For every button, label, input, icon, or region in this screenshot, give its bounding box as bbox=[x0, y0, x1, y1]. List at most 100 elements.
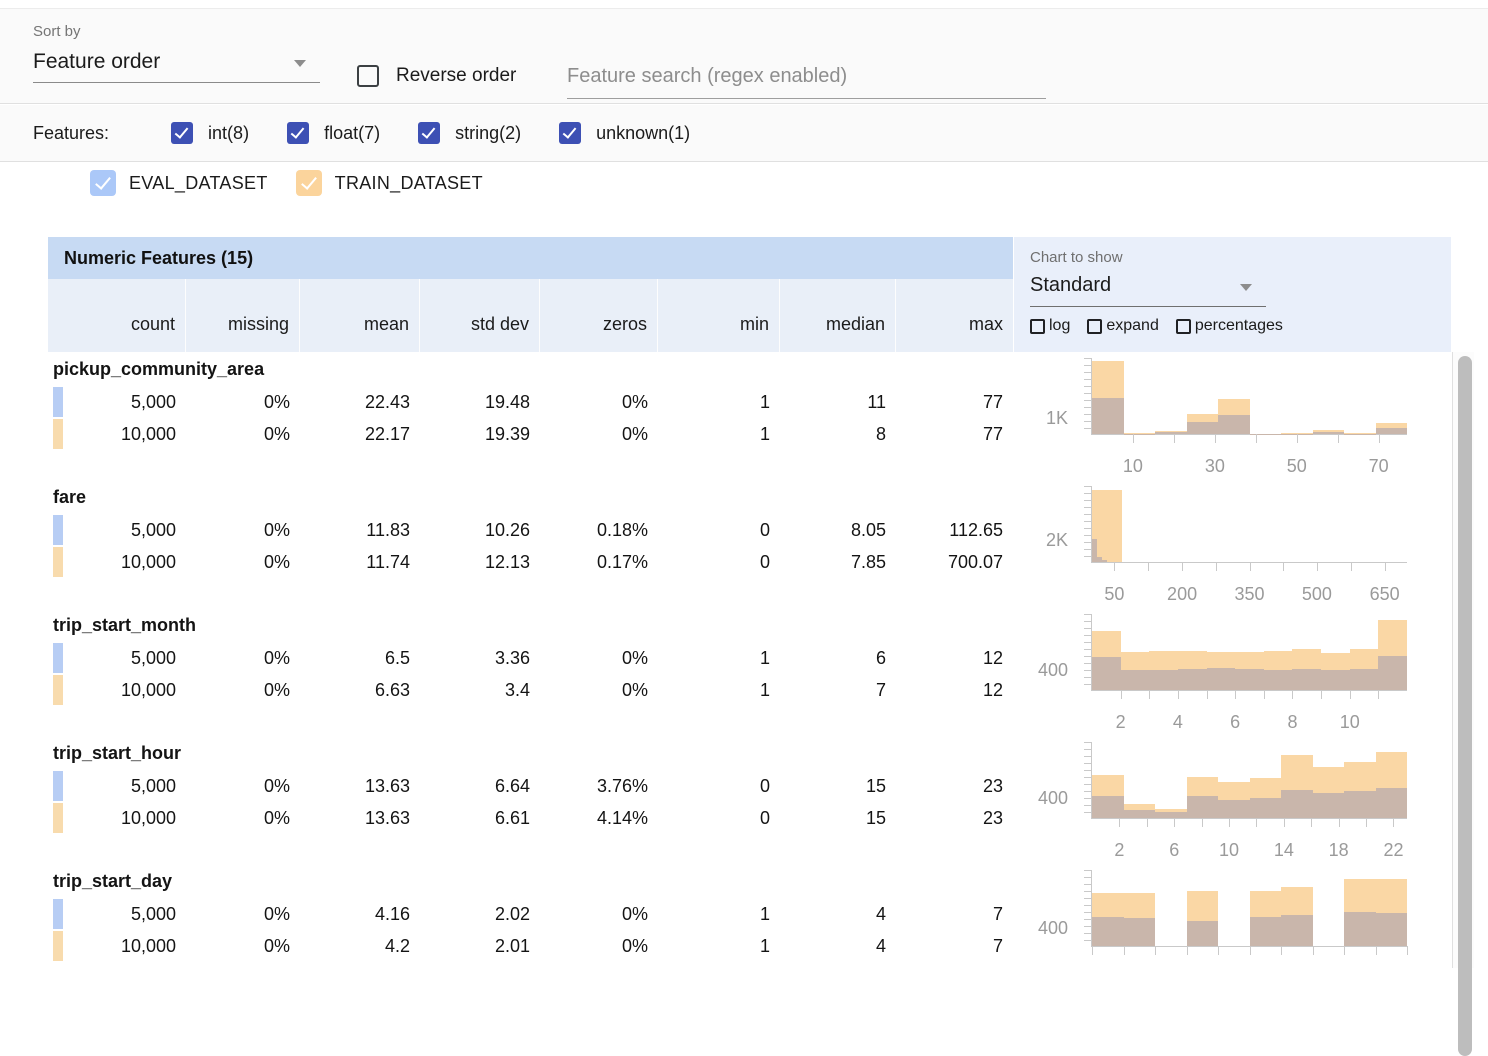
x-axis-tick-label: 2 bbox=[1116, 712, 1126, 733]
column-header-zeros: zeros bbox=[540, 279, 658, 352]
dataset-checkbox[interactable] bbox=[296, 170, 322, 196]
x-axis-tick bbox=[1256, 434, 1257, 443]
eval-overlap-bar bbox=[1250, 917, 1282, 946]
chart-toggle-checkbox[interactable] bbox=[1087, 319, 1102, 334]
stat-cell: 0% bbox=[186, 642, 300, 674]
feature-type-checkbox[interactable] bbox=[171, 122, 193, 144]
x-axis-tick bbox=[1133, 434, 1134, 443]
x-axis-tick-label: 50 bbox=[1104, 584, 1124, 605]
x-axis-tick bbox=[1147, 818, 1148, 827]
column-header-row: countmissingmeanstd devzerosminmedianmax bbox=[48, 279, 1013, 352]
stat-cell: 0% bbox=[540, 898, 658, 930]
feature-type-checkbox[interactable] bbox=[418, 122, 440, 144]
stat-cell: 6.63 bbox=[300, 674, 420, 706]
numeric-features-header: Numeric Features (15) bbox=[48, 237, 1013, 279]
x-axis-tick-label: 200 bbox=[1167, 584, 1197, 605]
feature-name: trip_start_hour bbox=[48, 736, 1013, 770]
eval-overlap-bar bbox=[1121, 670, 1150, 690]
eval-overlap-bar bbox=[1321, 670, 1350, 690]
dataset-swatch bbox=[53, 547, 63, 577]
x-axis-tick bbox=[1092, 946, 1093, 955]
numeric-features-title: Numeric Features (15) bbox=[64, 248, 253, 269]
stat-cell: 1 bbox=[658, 642, 780, 674]
x-axis-tick bbox=[1321, 690, 1322, 699]
stat-cell: 1 bbox=[658, 386, 780, 418]
x-axis-tick bbox=[1313, 946, 1314, 955]
histogram-fare: 2K50200350500650 bbox=[1014, 480, 1451, 608]
histogram-trip_start_hour: 4002610141822 bbox=[1014, 736, 1451, 864]
vertical-scrollbar-track[interactable] bbox=[1452, 352, 1474, 968]
vertical-scrollbar-thumb[interactable] bbox=[1458, 356, 1472, 1056]
eval-overlap-bar bbox=[1102, 560, 1107, 562]
stat-row-eval: 5,0000%4.162.020%147 bbox=[48, 898, 1013, 930]
eval-overlap-bar bbox=[1155, 812, 1187, 818]
x-axis-tick bbox=[1376, 946, 1377, 955]
eval-overlap-bar bbox=[1313, 793, 1345, 818]
chart-toggle-checkbox[interactable] bbox=[1030, 319, 1045, 334]
histogram-plot bbox=[1092, 870, 1407, 946]
stat-cell: 10,000 bbox=[48, 674, 186, 706]
feature-search-input[interactable] bbox=[567, 59, 1046, 99]
x-axis-tick bbox=[1311, 818, 1312, 827]
column-header-median: median bbox=[780, 279, 896, 352]
stat-cell: 112.65 bbox=[896, 514, 1013, 546]
histogram-plot: 10305070 bbox=[1092, 358, 1407, 434]
chart-toggle-checkbox[interactable] bbox=[1176, 319, 1191, 334]
x-axis-tick bbox=[1366, 818, 1367, 827]
x-axis-tick bbox=[1351, 562, 1352, 571]
stat-cell: 0% bbox=[540, 930, 658, 962]
chevron-down-icon bbox=[294, 60, 306, 67]
y-axis-label: 1K bbox=[1046, 408, 1068, 428]
stat-cell: 8 bbox=[780, 418, 896, 450]
features-filter-label: Features: bbox=[33, 123, 109, 144]
stat-row-eval: 5,0000%22.4319.480%11177 bbox=[48, 386, 1013, 418]
feature-rows-container: pickup_community_area5,0000%22.4319.480%… bbox=[48, 352, 1013, 992]
stat-cell: 5,000 bbox=[48, 514, 186, 546]
reverse-order-checkbox[interactable] bbox=[357, 65, 379, 87]
eval-overlap-bar bbox=[1207, 668, 1236, 690]
feature-type-checkbox[interactable] bbox=[287, 122, 309, 144]
dataset-swatch bbox=[53, 515, 63, 545]
dataset-swatch bbox=[53, 771, 63, 801]
sort-by-label: Sort by bbox=[33, 23, 320, 40]
chart-toggle-label: log bbox=[1049, 317, 1070, 335]
x-axis-line bbox=[1092, 690, 1407, 691]
eval-overlap-bar bbox=[1187, 796, 1219, 818]
stat-cell: 10,000 bbox=[48, 418, 186, 450]
x-axis-tick-label: 6 bbox=[1169, 840, 1179, 861]
eval-overlap-bar bbox=[1124, 810, 1156, 818]
chevron-down-icon bbox=[1240, 284, 1252, 291]
x-axis-tick-label: 8 bbox=[1287, 712, 1297, 733]
feature-block-trip_start_hour: trip_start_hour5,0000%13.636.643.76%0152… bbox=[48, 736, 1013, 864]
stat-cell: 11.74 bbox=[300, 546, 420, 578]
x-axis-tick bbox=[1317, 562, 1318, 571]
x-axis-tick bbox=[1281, 946, 1282, 955]
stat-cell: 700.07 bbox=[896, 546, 1013, 578]
stat-cell: 1 bbox=[658, 930, 780, 962]
stat-cell: 3.4 bbox=[420, 674, 540, 706]
stat-cell: 0 bbox=[658, 546, 780, 578]
x-axis-tick bbox=[1207, 690, 1208, 699]
y-axis-ruler-ticks bbox=[1084, 742, 1091, 818]
feature-name: pickup_community_area bbox=[48, 352, 1013, 386]
stat-cell: 7 bbox=[896, 898, 1013, 930]
feature-type-checkbox[interactable] bbox=[559, 122, 581, 144]
eval-overlap-bar bbox=[1187, 921, 1219, 946]
chart-type-dropdown[interactable]: Standard bbox=[1030, 274, 1266, 307]
x-axis-tick bbox=[1229, 818, 1230, 827]
sort-order-value: Feature order bbox=[33, 50, 160, 73]
x-axis-tick bbox=[1218, 946, 1219, 955]
eval-overlap-bar bbox=[1281, 915, 1313, 946]
stat-row-train: 10,0000%6.633.40%1712 bbox=[48, 674, 1013, 706]
stat-cell: 0% bbox=[540, 386, 658, 418]
eval-overlap-bar bbox=[1092, 917, 1124, 946]
x-axis-line bbox=[1092, 434, 1407, 435]
x-axis-tick-label: 650 bbox=[1370, 584, 1400, 605]
eval-overlap-bar bbox=[1350, 669, 1379, 690]
stat-cell: 12 bbox=[896, 674, 1013, 706]
sort-order-dropdown[interactable]: Feature order bbox=[33, 50, 320, 83]
eval-overlap-bar bbox=[1155, 432, 1187, 434]
stat-cell: 0.17% bbox=[540, 546, 658, 578]
dataset-label: EVAL_DATASET bbox=[129, 173, 268, 194]
dataset-checkbox[interactable] bbox=[90, 170, 116, 196]
